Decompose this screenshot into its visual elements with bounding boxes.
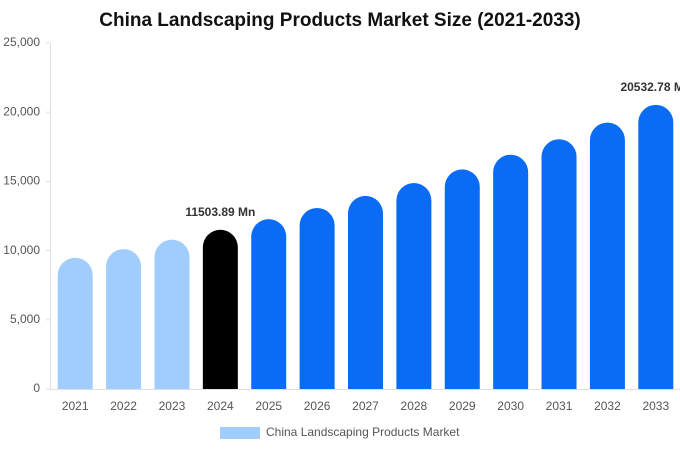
- x-tick-label: 2031: [546, 399, 573, 413]
- bar: [348, 195, 383, 389]
- value-label: 20532.78 Mn: [620, 80, 680, 94]
- bar: [541, 139, 577, 389]
- y-tick-label: 20,000: [3, 104, 40, 118]
- x-tick-label: 2024: [207, 399, 234, 413]
- x-tick-label: 2030: [497, 399, 524, 413]
- x-tick-label: 2026: [304, 399, 331, 413]
- x-tick-label: 2022: [110, 399, 137, 413]
- x-tick-label: 2025: [255, 399, 282, 413]
- x-tick-label: 2029: [449, 399, 476, 413]
- y-tick-label: 5,000: [10, 312, 40, 326]
- bar: [251, 219, 287, 389]
- y-tick-label: 0: [33, 381, 40, 395]
- x-tick-label: 2033: [642, 399, 669, 413]
- bar: [154, 239, 190, 389]
- bar: [638, 104, 674, 389]
- bar: [202, 229, 238, 389]
- y-tick-label: 10,000: [3, 243, 40, 257]
- legend-label: China Landscaping Products Market: [266, 425, 460, 439]
- bar: [589, 122, 625, 389]
- bar: [299, 207, 335, 389]
- legend-swatch: [220, 427, 260, 439]
- y-tick-label: 25,000: [3, 35, 40, 49]
- bar: [396, 183, 432, 389]
- x-tick-label: 2027: [352, 399, 379, 413]
- bar: [444, 169, 480, 389]
- chart-title: China Landscaping Products Market Size (…: [99, 10, 581, 31]
- bar: [106, 249, 142, 389]
- bar: [493, 154, 529, 389]
- value-label: 11503.89 Mn: [185, 205, 255, 219]
- x-tick-label: 2021: [62, 399, 89, 413]
- bar: [57, 257, 93, 389]
- y-tick-label: 15,000: [3, 174, 40, 188]
- x-tick-label: 2032: [594, 399, 621, 413]
- x-tick-label: 2023: [159, 399, 186, 413]
- x-tick-label: 2028: [401, 399, 428, 413]
